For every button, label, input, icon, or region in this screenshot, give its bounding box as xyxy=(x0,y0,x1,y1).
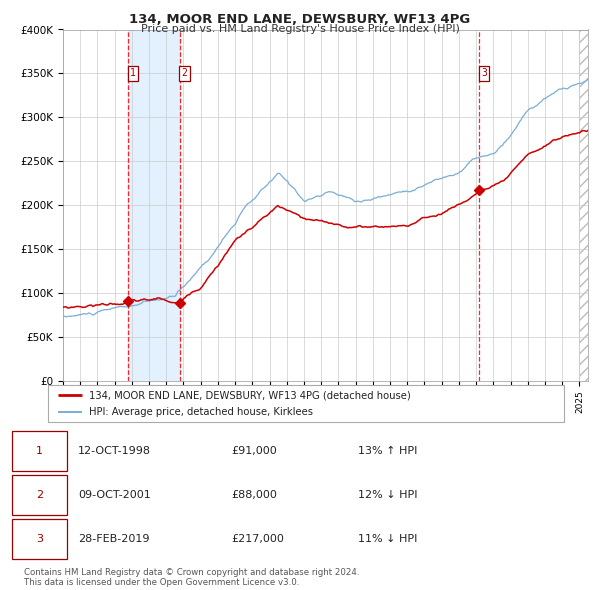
Text: 28-FEB-2019: 28-FEB-2019 xyxy=(78,534,150,544)
Text: 13% ↑ HPI: 13% ↑ HPI xyxy=(358,447,417,456)
Text: £217,000: £217,000 xyxy=(231,534,284,544)
Text: HPI: Average price, detached house, Kirklees: HPI: Average price, detached house, Kirk… xyxy=(89,407,313,417)
Text: 2: 2 xyxy=(36,490,43,500)
Text: 12% ↓ HPI: 12% ↓ HPI xyxy=(358,490,417,500)
Bar xyxy=(128,30,179,381)
Text: 1: 1 xyxy=(36,447,43,456)
Text: 11% ↓ HPI: 11% ↓ HPI xyxy=(358,534,417,544)
Text: Contains HM Land Registry data © Crown copyright and database right 2024.
This d: Contains HM Land Registry data © Crown c… xyxy=(24,568,359,587)
FancyBboxPatch shape xyxy=(12,476,67,515)
Text: 2: 2 xyxy=(182,68,187,78)
FancyBboxPatch shape xyxy=(48,385,564,422)
Text: 134, MOOR END LANE, DEWSBURY, WF13 4PG (detached house): 134, MOOR END LANE, DEWSBURY, WF13 4PG (… xyxy=(89,390,411,400)
Text: £91,000: £91,000 xyxy=(231,447,277,456)
Text: 12-OCT-1998: 12-OCT-1998 xyxy=(78,447,151,456)
Text: 134, MOOR END LANE, DEWSBURY, WF13 4PG: 134, MOOR END LANE, DEWSBURY, WF13 4PG xyxy=(130,13,470,26)
Text: 3: 3 xyxy=(481,68,487,78)
Text: 3: 3 xyxy=(36,534,43,544)
Text: £88,000: £88,000 xyxy=(231,490,277,500)
Text: 1: 1 xyxy=(130,68,136,78)
Text: Price paid vs. HM Land Registry's House Price Index (HPI): Price paid vs. HM Land Registry's House … xyxy=(140,24,460,34)
Bar xyxy=(580,30,588,381)
FancyBboxPatch shape xyxy=(12,431,67,471)
FancyBboxPatch shape xyxy=(12,519,67,559)
Text: 09-OCT-2001: 09-OCT-2001 xyxy=(78,490,151,500)
